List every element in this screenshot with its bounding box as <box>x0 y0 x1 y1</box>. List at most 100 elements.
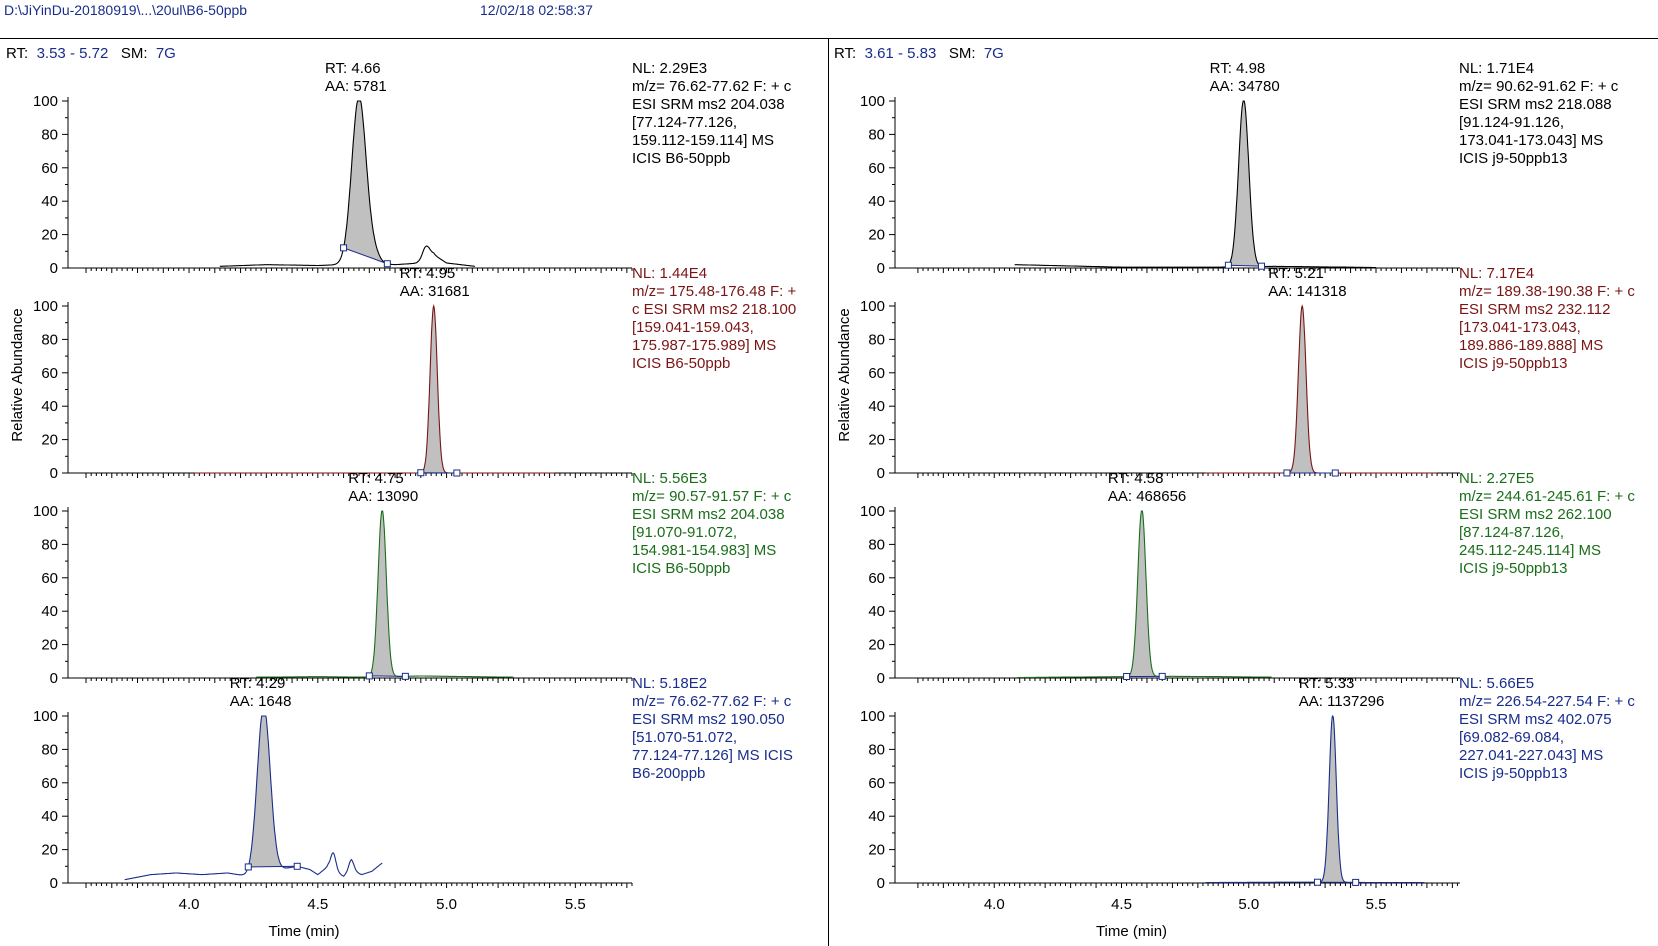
right-trace-1-y-tick-label: 20 <box>868 227 885 244</box>
left-trace-3-y-tick-label: 60 <box>41 570 58 587</box>
right-panel-range: RT: 3.61 - 5.83 SM: 7G <box>834 45 1004 62</box>
left-y-axis-title: Relative Abundance <box>9 308 26 441</box>
right-trace-3-info-line: 245.112-245.114] MS <box>1459 542 1601 559</box>
right-trace-4-info-line: ICIS j9-50ppb13 <box>1459 765 1567 782</box>
left-trace-1-y-tick-label: 60 <box>41 160 58 177</box>
left-trace-4-rt-label: RT: 4.29 <box>230 675 286 692</box>
left-trace-3-area-label: AA: 13090 <box>348 488 418 505</box>
left-trace-3-y-tick-label: 0 <box>50 670 58 687</box>
right-trace-2-y-tick-label: 20 <box>868 432 885 449</box>
right-trace-1-y-tick-label: 40 <box>868 193 885 210</box>
right-trace-1-info-line: NL: 1.71E4 <box>1459 60 1534 77</box>
left-trace-4-info-line: ESI SRM ms2 190.050 <box>632 711 785 728</box>
left-trace-2-peak-area <box>420 306 457 473</box>
right-trace-4-y-tick-label: 60 <box>868 775 885 792</box>
right-trace-1-info-line: m/z= 90.62-91.62 F: + c <box>1459 78 1619 95</box>
left-trace-2-y-tick-label: 100 <box>33 298 58 315</box>
left-trace-3-info-line: [91.070-91.072, <box>632 524 737 541</box>
right-trace-3-rt-label: RT: 4.58 <box>1108 470 1164 487</box>
right-trace-1-line <box>1014 100 1376 269</box>
right-trace-2-y-tick-label: 80 <box>868 331 885 348</box>
left-trace-2-y-tick-label: 40 <box>41 398 58 415</box>
right-trace-3-y-tick-label: 80 <box>868 536 885 553</box>
right-trace-3-area-label: AA: 468656 <box>1108 488 1186 505</box>
left-trace-4-line <box>124 715 383 881</box>
right-trace-1-info-line: ESI SRM ms2 218.088 <box>1459 96 1612 113</box>
right-trace-2-info-line: 189.886-189.888] MS <box>1459 337 1603 354</box>
right-trace-3-line <box>1017 510 1272 679</box>
left-trace-1-y-tick-label: 20 <box>41 227 58 244</box>
right-trace-2-y-tick-label: 0 <box>877 465 885 482</box>
left-trace-2-area-label: AA: 31681 <box>400 283 470 300</box>
left-trace-1-info-line: ESI SRM ms2 204.038 <box>632 96 785 113</box>
right-trace-2-y-tick-label: 100 <box>860 298 885 315</box>
left-trace-4-y-tick-label: 60 <box>41 775 58 792</box>
left-trace-4-y-tick-label: 0 <box>50 875 58 892</box>
left-x-tick-label: 5.0 <box>436 896 457 913</box>
left-trace-1-area-label: AA: 5781 <box>325 78 387 95</box>
left-trace-3-peak-end-marker <box>401 672 409 680</box>
left-trace-4-peak-start-marker <box>244 863 252 871</box>
right-trace-1-y-tick-label: 100 <box>860 93 885 110</box>
file-header: D:\JiYinDu-20180919\...\20ul\B6-50ppb 12… <box>0 0 1658 39</box>
left-rt-range: 3.53 - 5.72 <box>36 45 109 62</box>
left-trace-4-y-tick-label: 100 <box>33 708 58 725</box>
left-trace-1-y-tick-label: 100 <box>33 93 58 110</box>
left-trace-4-y-tick-label: 80 <box>41 741 58 758</box>
left-x-tick-label: 4.0 <box>179 896 200 913</box>
right-x-tick-label: 5.5 <box>1366 896 1387 913</box>
right-trace-1-y-tick-label: 0 <box>877 260 885 277</box>
right-trace-3-y-tick-label: 0 <box>877 670 885 687</box>
right-trace-4-y-tick-label: 20 <box>868 842 885 859</box>
left-trace-3-info-line: 154.981-154.983] MS <box>632 542 776 559</box>
left-trace-2-y-tick-label: 60 <box>41 365 58 382</box>
left-trace-4-info-line: 77.124-77.126] MS ICIS <box>632 747 793 764</box>
left-trace-1-info-line: [77.124-77.126, <box>632 114 737 131</box>
left-x-tick-label: 4.5 <box>307 896 328 913</box>
left-trace-2-info-line: 175.987-175.989] MS <box>632 337 776 354</box>
left-trace-2-info-line: m/z= 175.48-176.48 F: + <box>632 283 797 300</box>
right-trace-3-info-line: ICIS j9-50ppb13 <box>1459 560 1567 577</box>
right-rt-range: 3.61 - 5.83 <box>864 45 937 62</box>
right-trace-1-y-tick-label: 60 <box>868 160 885 177</box>
left-trace-4-y-tick-label: 20 <box>41 842 58 859</box>
right-trace-1-info-line: ICIS j9-50ppb13 <box>1459 150 1567 167</box>
right-trace-4-peak-end-marker <box>1352 878 1360 886</box>
left-trace-1-y-tick-label: 0 <box>50 260 58 277</box>
right-trace-3-info-line: m/z= 244.61-245.61 F: + c <box>1459 488 1635 505</box>
left-smoothing: 7G <box>155 45 176 62</box>
right-trace-2-peak-start-marker <box>1283 469 1291 477</box>
left-trace-3-info-line: ESI SRM ms2 204.038 <box>632 506 785 523</box>
right-trace-2-info-line: [173.041-173.043, <box>1459 319 1581 336</box>
left-trace-2-y-tick-label: 0 <box>50 465 58 482</box>
left-trace-4-info-line: m/z= 76.62-77.62 F: + c <box>632 693 792 710</box>
right-trace-4-info-line: 227.041-227.043] MS <box>1459 747 1603 764</box>
right-trace-3-y-tick-label: 20 <box>868 637 885 654</box>
right-trace-1-info-line: 173.041-173.043] MS <box>1459 132 1603 149</box>
right-trace-2-info-line: ESI SRM ms2 232.112 <box>1459 301 1610 318</box>
left-trace-4-area-label: AA: 1648 <box>230 693 292 710</box>
right-trace-3-peak-end-marker <box>1158 672 1166 680</box>
right-trace-1-y-tick-label: 80 <box>868 126 885 143</box>
right-trace-1-info-line: [91.124-91.126, <box>1459 114 1564 131</box>
right-x-axis-title: Time (min) <box>1096 923 1167 940</box>
right-trace-4-info-line: [69.082-69.084, <box>1459 729 1564 746</box>
left-trace-3-y-tick-label: 40 <box>41 603 58 620</box>
left-trace-4-info-line: NL: 5.18E2 <box>632 675 707 692</box>
right-y-axis-title: Relative Abundance <box>836 308 853 441</box>
left-trace-2-info-line: [159.041-159.043, <box>632 319 754 336</box>
left-trace-3-peak-area <box>369 511 406 677</box>
right-x-tick-label: 4.0 <box>984 896 1005 913</box>
left-trace-3-y-tick-label: 100 <box>33 503 58 520</box>
left-trace-3-peak-start-marker <box>365 672 373 680</box>
left-trace-4-peak-end-marker <box>293 862 301 870</box>
left-trace-2-info-line: ICIS B6-50ppb <box>632 355 730 372</box>
acquisition-datetime: 12/02/18 02:58:37 <box>480 2 593 18</box>
right-trace-3-y-tick-label: 40 <box>868 603 885 620</box>
right-trace-1-integration-baseline <box>1228 264 1262 267</box>
right-trace-4-line <box>1205 714 1425 884</box>
right-trace-1-area-label: AA: 34780 <box>1210 78 1280 95</box>
left-trace-4-integration-baseline <box>248 865 298 868</box>
right-trace-4-peak-start-marker <box>1313 878 1321 886</box>
